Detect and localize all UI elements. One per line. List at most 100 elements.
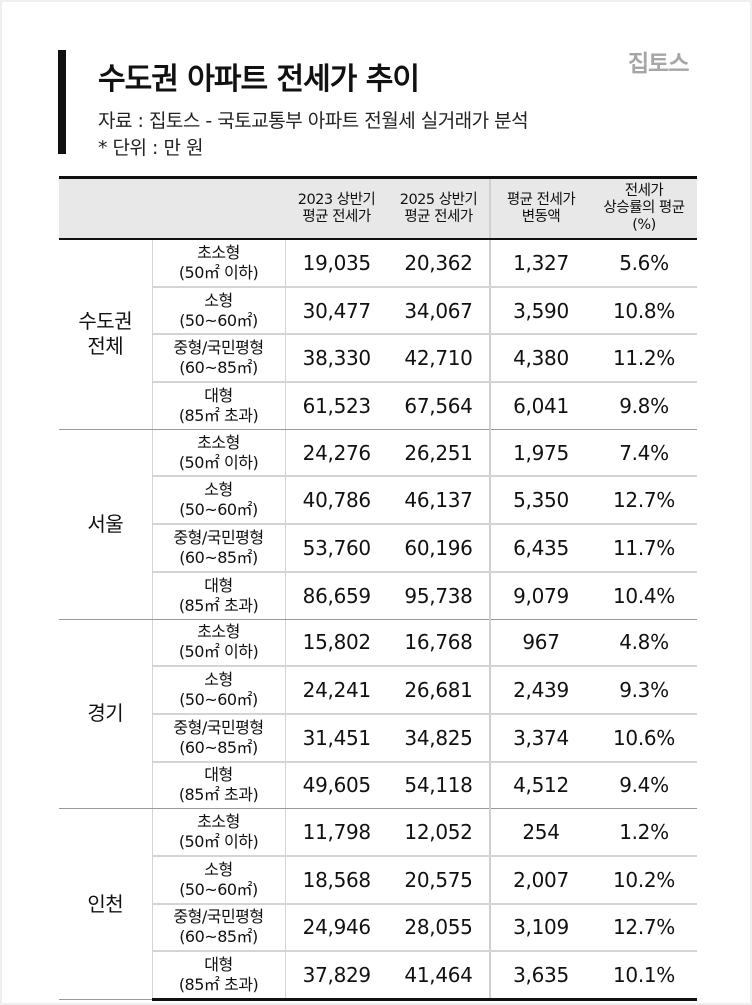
change-cell: 4,380 [489, 334, 591, 384]
size-type-cell: 소형 (50~60㎡) [151, 476, 286, 526]
rate-cell: 10.2% [591, 855, 697, 905]
size-type-cell: 소형 (50~60㎡) [151, 855, 286, 905]
price-2025-cell: 67,564 [388, 382, 490, 430]
price-2025-cell: 95,738 [388, 571, 490, 620]
table-row: 대형 (85㎡ 초과) 49,605 54,118 4,512 9.4% [59, 761, 697, 810]
price-2023-cell: 53,760 [285, 524, 388, 573]
price-2025-cell: 34,825 [388, 713, 490, 763]
header-2023: 2023 상반기 평균 전세가 [285, 176, 388, 240]
header-region [59, 176, 152, 240]
price-2025-cell: 16,768 [388, 619, 490, 668]
brand-logo: 집토스 [628, 51, 689, 77]
rate-cell: 10.1% [591, 951, 697, 1002]
page-title: 수도권 아파트 전세가 추이 [98, 62, 420, 97]
rate-cell: 10.4% [591, 571, 697, 620]
table-header-row: 2023 상반기 평균 전세가 2025 상반기 평균 전세가 평균 전세가 변동액 … [59, 176, 697, 240]
region-cell: 수도권 전체 [59, 239, 152, 430]
price-2023-cell: 18,568 [285, 855, 388, 905]
unit-note: * 단위 : 만 원 [98, 137, 203, 159]
rate-cell: 11.2% [591, 334, 697, 384]
size-type-cell: 중형/국민평형 (60~85㎡) [151, 334, 286, 384]
rate-cell: 9.4% [591, 761, 697, 810]
region-cell: 서울 [59, 429, 152, 620]
price-2023-cell: 49,605 [285, 761, 388, 810]
price-2025-cell: 60,196 [388, 524, 490, 573]
rate-cell: 12.7% [591, 903, 697, 953]
size-type-cell: 대형 (85㎡ 초과) [151, 571, 286, 620]
price-2025-cell: 28,055 [388, 903, 490, 953]
change-cell: 5,350 [489, 476, 591, 526]
header-change: 평균 전세가 변동액 [489, 176, 591, 240]
rate-cell: 12.7% [591, 476, 697, 526]
table-row: 중형/국민평형 (60~85㎡) 38,330 42,710 4,380 11.2% [59, 334, 697, 384]
price-2025-cell: 26,681 [388, 666, 490, 715]
table-row: 소형 (50~60㎡) 18,568 20,575 2,007 10.2% [59, 855, 697, 905]
size-type-cell: 중형/국민평형 (60~85㎡) [151, 524, 286, 573]
rate-cell: 9.3% [591, 666, 697, 715]
table-row: 서울 초소형 (50㎡ 이하) 24,276 26,251 1,975 7.4% [59, 429, 697, 620]
price-2023-cell: 37,829 [285, 951, 388, 1002]
price-2025-cell: 20,575 [388, 855, 490, 905]
price-2023-cell: 15,802 [285, 619, 388, 668]
rate-cell: 11.7% [591, 524, 697, 573]
table-row: 소형 (50~60㎡) 24,241 26,681 2,439 9.3% [59, 666, 697, 715]
price-2023-cell: 31,451 [285, 713, 388, 763]
header-rate: 전세가 상승률의 평균 (%) [591, 176, 697, 240]
change-cell: 6,041 [489, 382, 591, 430]
price-2023-cell: 38,330 [285, 334, 388, 384]
size-type-cell: 소형 (50~60㎡) [151, 666, 286, 715]
change-cell: 3,635 [489, 951, 591, 1002]
price-2023-cell: 86,659 [285, 571, 388, 620]
change-cell: 6,435 [489, 524, 591, 573]
table-row: 수도권 전체 초소형 (50㎡ 이하) 19,035 20,362 1,327 5.6% [59, 239, 697, 430]
jeonse-price-table: 2023 상반기 평균 전세가 2025 상반기 평균 전세가 평균 전세가 변동액 … [59, 176, 697, 1002]
change-cell: 2,439 [489, 666, 591, 715]
price-2025-cell: 41,464 [388, 951, 490, 1002]
change-cell: 3,374 [489, 713, 591, 763]
rate-cell: 10.6% [591, 713, 697, 763]
change-cell: 1,327 [489, 239, 591, 288]
size-type-cell: 초소형 (50㎡ 이하) [151, 239, 286, 288]
table-row: 대형 (85㎡ 초과) 37,829 41,464 3,635 10.1% [59, 951, 697, 1002]
price-2023-cell: 24,241 [285, 666, 388, 715]
source-note: 자료 : 집토스 - 국토교통부 아파트 전월세 실거래가 분석 [98, 110, 529, 132]
change-cell: 1,975 [489, 429, 591, 478]
price-2023-cell: 30,477 [285, 286, 388, 336]
price-2023-cell: 24,276 [285, 429, 388, 478]
price-2023-cell: 11,798 [285, 808, 388, 857]
rate-cell: 7.4% [591, 429, 697, 478]
change-cell: 967 [489, 619, 591, 668]
size-type-cell: 대형 (85㎡ 초과) [151, 761, 286, 810]
price-2025-cell: 26,251 [388, 429, 490, 478]
region-cell: 인천 [59, 808, 152, 1000]
change-cell: 3,109 [489, 903, 591, 953]
table-row: 대형 (85㎡ 초과) 86,659 95,738 9,079 10.4% [59, 571, 697, 620]
size-type-cell: 중형/국민평형 (60~85㎡) [151, 903, 286, 953]
change-cell: 254 [489, 808, 591, 857]
table-row: 대형 (85㎡ 초과) 61,523 67,564 6,041 9.8% [59, 382, 697, 430]
price-2025-cell: 12,052 [388, 808, 490, 857]
price-2023-cell: 19,035 [285, 239, 388, 288]
rate-cell: 5.6% [591, 239, 697, 288]
change-cell: 2,007 [489, 855, 591, 905]
price-2023-cell: 61,523 [285, 382, 388, 430]
rate-cell: 10.8% [591, 286, 697, 336]
size-type-cell: 초소형 (50㎡ 이하) [151, 619, 286, 668]
size-type-cell: 대형 (85㎡ 초과) [151, 951, 286, 1002]
price-2025-cell: 34,067 [388, 286, 490, 336]
size-type-cell: 중형/국민평형 (60~85㎡) [151, 713, 286, 763]
table-row: 인천 초소형 (50㎡ 이하) 11,798 12,052 254 1.2% [59, 808, 697, 1000]
table-row: 중형/국민평형 (60~85㎡) 53,760 60,196 6,435 11.7% [59, 524, 697, 573]
price-2023-cell: 40,786 [285, 476, 388, 526]
price-2025-cell: 54,118 [388, 761, 490, 810]
table-row: 소형 (50~60㎡) 40,786 46,137 5,350 12.7% [59, 476, 697, 526]
table-row: 경기 초소형 (50㎡ 이하) 15,802 16,768 967 4.8% [59, 619, 697, 810]
rate-cell: 9.8% [591, 382, 697, 430]
table-row: 중형/국민평형 (60~85㎡) 31,451 34,825 3,374 10.6% [59, 713, 697, 763]
table-row: 중형/국민평형 (60~85㎡) 24,946 28,055 3,109 12.7% [59, 903, 697, 953]
change-cell: 9,079 [489, 571, 591, 620]
region-cell: 경기 [59, 619, 152, 810]
price-2023-cell: 24,946 [285, 903, 388, 953]
header-type [152, 176, 285, 240]
price-2025-cell: 42,710 [388, 334, 490, 384]
